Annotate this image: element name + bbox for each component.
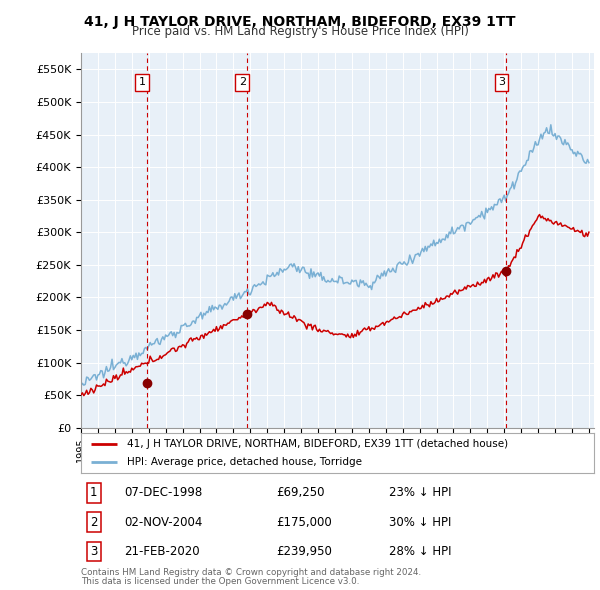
Text: 30% ↓ HPI: 30% ↓ HPI <box>389 516 451 529</box>
Text: This data is licensed under the Open Government Licence v3.0.: This data is licensed under the Open Gov… <box>81 577 359 586</box>
Text: 02-NOV-2004: 02-NOV-2004 <box>125 516 203 529</box>
Text: 3: 3 <box>498 77 505 87</box>
Text: 2: 2 <box>239 77 246 87</box>
Text: £239,950: £239,950 <box>276 545 332 558</box>
Text: 28% ↓ HPI: 28% ↓ HPI <box>389 545 451 558</box>
Text: £69,250: £69,250 <box>276 486 325 500</box>
Text: 1: 1 <box>139 77 146 87</box>
Text: £175,000: £175,000 <box>276 516 332 529</box>
Text: 41, J H TAYLOR DRIVE, NORTHAM, BIDEFORD, EX39 1TT (detached house): 41, J H TAYLOR DRIVE, NORTHAM, BIDEFORD,… <box>127 439 508 449</box>
Text: 41, J H TAYLOR DRIVE, NORTHAM, BIDEFORD, EX39 1TT: 41, J H TAYLOR DRIVE, NORTHAM, BIDEFORD,… <box>84 15 516 29</box>
Text: 07-DEC-1998: 07-DEC-1998 <box>125 486 203 500</box>
Text: 1: 1 <box>90 486 98 500</box>
Text: 2: 2 <box>90 516 98 529</box>
Text: 21-FEB-2020: 21-FEB-2020 <box>125 545 200 558</box>
Text: Price paid vs. HM Land Registry's House Price Index (HPI): Price paid vs. HM Land Registry's House … <box>131 25 469 38</box>
Text: Contains HM Land Registry data © Crown copyright and database right 2024.: Contains HM Land Registry data © Crown c… <box>81 568 421 576</box>
Text: 3: 3 <box>90 545 98 558</box>
Text: HPI: Average price, detached house, Torridge: HPI: Average price, detached house, Torr… <box>127 457 362 467</box>
Text: 23% ↓ HPI: 23% ↓ HPI <box>389 486 451 500</box>
